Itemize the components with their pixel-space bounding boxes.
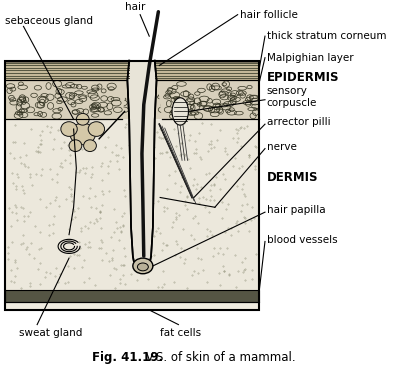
Bar (5, 290, 258, 310)
Bar (5, 61, 258, 310)
Polygon shape (5, 80, 127, 119)
Bar (5, 119, 258, 290)
Text: nerve: nerve (266, 142, 296, 152)
Text: thick stratum corneum: thick stratum corneum (266, 31, 385, 41)
Text: arrector pilli: arrector pilli (266, 117, 330, 127)
Polygon shape (156, 80, 258, 119)
Text: blood vessels: blood vessels (266, 234, 336, 244)
Text: sebaceous gland: sebaceous gland (5, 15, 93, 25)
Polygon shape (5, 61, 129, 80)
Bar (5, 80, 258, 119)
Text: fat cells: fat cells (160, 328, 201, 337)
Ellipse shape (70, 123, 95, 145)
Text: hair follicle: hair follicle (240, 10, 298, 20)
Text: EPIDERMIS: EPIDERMIS (266, 71, 338, 84)
Text: sweat gland: sweat gland (19, 328, 82, 337)
Bar (5, 290, 258, 302)
Ellipse shape (69, 140, 81, 152)
Polygon shape (154, 61, 258, 80)
Ellipse shape (61, 122, 77, 137)
Text: Fig. 41.19.: Fig. 41.19. (91, 351, 162, 364)
Ellipse shape (76, 113, 89, 125)
Text: Malpighian layer: Malpighian layer (266, 53, 352, 63)
Polygon shape (127, 61, 156, 261)
Text: DERMIS: DERMIS (266, 171, 318, 184)
Text: V.S. of skin of a mammal.: V.S. of skin of a mammal. (142, 351, 295, 364)
Ellipse shape (172, 98, 188, 125)
Text: hair: hair (125, 2, 146, 12)
Text: sensory
corpuscle: sensory corpuscle (266, 86, 316, 107)
Bar (5, 61, 258, 80)
Ellipse shape (88, 122, 104, 137)
Ellipse shape (83, 140, 96, 152)
Text: hair papilla: hair papilla (266, 205, 325, 215)
Ellipse shape (137, 263, 148, 271)
Ellipse shape (132, 258, 152, 274)
